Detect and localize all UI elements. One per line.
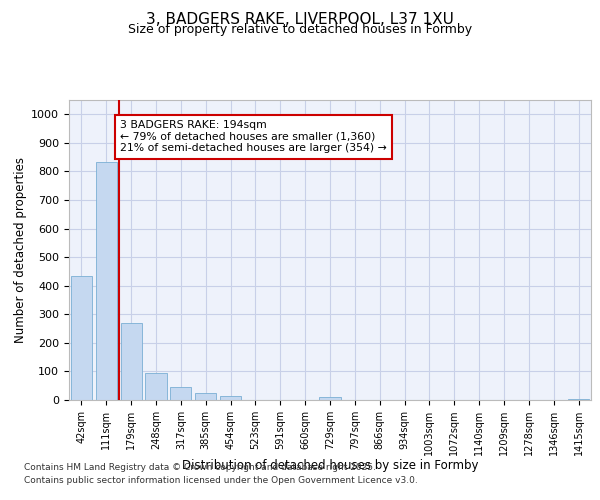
- Text: Contains HM Land Registry data © Crown copyright and database right 2025.: Contains HM Land Registry data © Crown c…: [24, 464, 376, 472]
- Bar: [145, 374, 167, 400]
- Text: Size of property relative to detached houses in Formby: Size of property relative to detached ho…: [128, 22, 472, 36]
- Text: 3, BADGERS RAKE, LIVERPOOL, L37 1XU: 3, BADGERS RAKE, LIVERPOOL, L37 1XU: [146, 12, 454, 28]
- Text: Contains public sector information licensed under the Open Government Licence v3: Contains public sector information licen…: [24, 476, 418, 485]
- Bar: [71, 276, 92, 400]
- Bar: [319, 397, 341, 400]
- X-axis label: Distribution of detached houses by size in Formby: Distribution of detached houses by size …: [182, 460, 478, 472]
- Text: 3 BADGERS RAKE: 194sqm
← 79% of detached houses are smaller (1,360)
21% of semi-: 3 BADGERS RAKE: 194sqm ← 79% of detached…: [120, 120, 387, 153]
- Bar: [96, 162, 117, 400]
- Bar: [220, 396, 241, 400]
- Bar: [195, 394, 216, 400]
- Bar: [121, 323, 142, 400]
- Y-axis label: Number of detached properties: Number of detached properties: [14, 157, 27, 343]
- Bar: [170, 387, 191, 400]
- Bar: [568, 399, 589, 400]
